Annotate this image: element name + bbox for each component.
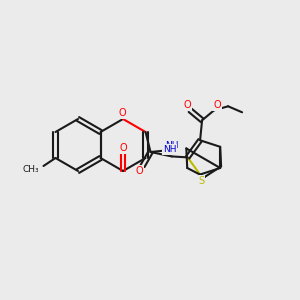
Text: O: O — [136, 166, 143, 176]
Text: S: S — [198, 176, 204, 185]
Text: CH₃: CH₃ — [23, 164, 40, 173]
Text: O: O — [183, 100, 191, 110]
Text: O: O — [118, 108, 126, 118]
Text: O: O — [119, 143, 127, 153]
Text: NH: NH — [165, 140, 178, 149]
Text: NH: NH — [163, 145, 176, 154]
Text: O: O — [213, 100, 221, 110]
